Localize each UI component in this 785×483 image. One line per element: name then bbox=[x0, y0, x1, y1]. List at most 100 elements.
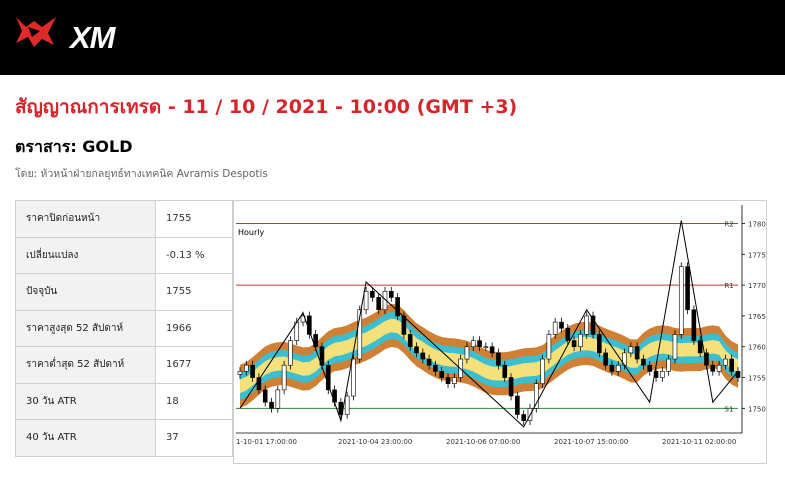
candle-body bbox=[716, 364, 722, 372]
candle-body bbox=[344, 395, 350, 415]
candle-body bbox=[615, 364, 621, 372]
candle-body bbox=[729, 358, 734, 372]
candle-body bbox=[565, 327, 571, 341]
candle-body bbox=[660, 371, 665, 378]
candle-body bbox=[691, 309, 697, 341]
candle-body bbox=[540, 358, 545, 385]
candle-body bbox=[439, 371, 445, 378]
candle-body bbox=[496, 352, 501, 366]
candle-body bbox=[533, 383, 539, 409]
candle-body bbox=[464, 346, 470, 360]
candle-body bbox=[672, 334, 678, 360]
candle-body bbox=[603, 352, 608, 366]
candle-body bbox=[634, 346, 640, 360]
xm-logo[interactable]: XM bbox=[12, 13, 132, 55]
candle-body bbox=[723, 358, 728, 366]
instrument-label: ตราสาร: GOLD bbox=[15, 137, 133, 156]
candle-body bbox=[515, 395, 520, 415]
bull-icon bbox=[16, 17, 56, 47]
y-tick-label: 1765 bbox=[748, 313, 766, 321]
stat-value: 37 bbox=[155, 419, 233, 457]
candle-body bbox=[401, 315, 407, 335]
candle-body bbox=[414, 346, 419, 354]
stat-value: 1755 bbox=[155, 273, 233, 311]
band-inner bbox=[240, 318, 738, 394]
y-tick-label: 1780 bbox=[748, 220, 766, 228]
candle-body bbox=[332, 389, 337, 403]
candle-body bbox=[433, 364, 438, 372]
stat-value: -0.13 % bbox=[155, 236, 233, 274]
x-tick-label: 1-10-01 17:00:00 bbox=[236, 438, 297, 446]
candle-body bbox=[710, 364, 716, 372]
y-tick-label: 1755 bbox=[748, 375, 766, 383]
candle-body bbox=[521, 414, 526, 421]
chart-svg: R2 R1 S1 1750 1755 1760 1765 1770 1775 1780 1-10-0… bbox=[236, 205, 766, 446]
candle-body bbox=[363, 290, 369, 311]
candle-body bbox=[376, 297, 381, 311]
candle-body bbox=[590, 315, 596, 335]
candle-body bbox=[641, 358, 646, 366]
candle-body bbox=[357, 309, 363, 360]
candle-body bbox=[244, 364, 249, 372]
stat-label: ปัจจุบัน bbox=[15, 273, 156, 311]
stats-row: 40 วัน ATR 37 bbox=[15, 419, 233, 457]
candle-body bbox=[370, 290, 375, 298]
stats-row: เปลี่ยนแปลง -0.13 % bbox=[15, 236, 233, 274]
candle-body bbox=[571, 340, 577, 348]
y-tick-label: 1760 bbox=[748, 344, 766, 352]
candle-body bbox=[452, 377, 457, 385]
level-label-s1: S1 bbox=[725, 405, 734, 413]
candle-body bbox=[445, 377, 451, 385]
x-tick-label: 2021-10-11 02:00:00 bbox=[662, 438, 736, 446]
candle-body bbox=[250, 364, 255, 378]
candle-body bbox=[502, 364, 508, 378]
stats-table: ราคาปิดก่อนหน้า 1755 เปลี่ยนแปลง -0.13 % ปัจ… bbox=[15, 200, 233, 457]
candle-body bbox=[584, 315, 590, 335]
stats-row: ราคาสูงสุด 52 สัปดาห์ 1966 bbox=[15, 309, 233, 347]
candle-body bbox=[735, 371, 741, 378]
brand-name: XM bbox=[70, 20, 115, 55]
timeframe-label: Hourly bbox=[238, 228, 264, 237]
stat-value: 1677 bbox=[155, 346, 233, 384]
candle-body bbox=[237, 371, 243, 375]
candle-body bbox=[628, 346, 634, 354]
candle-body bbox=[313, 334, 318, 348]
stat-label: ราคาปิดก่อนหน้า bbox=[15, 200, 156, 238]
candle-body bbox=[288, 340, 293, 366]
level-label-r1: R1 bbox=[724, 282, 733, 290]
candle-body bbox=[647, 364, 653, 372]
page-title: สัญญาณการเทรด - 11 / 10 / 2021 - 10:00 (… bbox=[15, 96, 518, 118]
zigzag-line bbox=[239, 220, 739, 428]
stats-row: 30 วัน ATR 18 bbox=[15, 382, 233, 420]
candle-body bbox=[559, 321, 564, 329]
candle-body bbox=[275, 389, 281, 409]
candle-body bbox=[697, 340, 703, 354]
candle-body bbox=[678, 266, 684, 335]
candle-body bbox=[489, 346, 495, 354]
candle-body bbox=[426, 358, 432, 366]
candle-body bbox=[477, 340, 482, 348]
x-tick-label: 2021-10-06 07:00:00 bbox=[446, 438, 520, 446]
top-bar: XM bbox=[0, 0, 785, 75]
stat-label: 40 วัน ATR bbox=[15, 419, 156, 457]
y-tick-label: 1770 bbox=[748, 282, 766, 290]
candle-body bbox=[483, 346, 489, 349]
candle-body bbox=[470, 340, 476, 348]
stats-row: ปัจจุบัน 1755 bbox=[15, 273, 233, 311]
candle-body bbox=[319, 346, 325, 366]
candle-body bbox=[685, 266, 690, 311]
stat-label: เปลี่ยนแปลง bbox=[15, 236, 156, 274]
candle-body bbox=[351, 358, 356, 397]
candle-body bbox=[508, 377, 514, 397]
stat-label: ราคาต่ำสุด 52 สัปดาห์ bbox=[15, 346, 156, 384]
candle-body bbox=[407, 334, 413, 348]
candle-body bbox=[609, 364, 615, 372]
candle-body bbox=[281, 364, 287, 391]
x-tick-label: 2021-10-04 23:00:00 bbox=[338, 438, 412, 446]
stat-label: 30 วัน ATR bbox=[15, 382, 156, 420]
candle-body bbox=[420, 352, 426, 360]
stats-row: ราคาต่ำสุด 52 สัปดาห์ 1677 bbox=[15, 346, 233, 384]
candle-body bbox=[256, 377, 262, 391]
candle-body bbox=[597, 334, 602, 354]
y-tick-label: 1775 bbox=[748, 251, 766, 259]
